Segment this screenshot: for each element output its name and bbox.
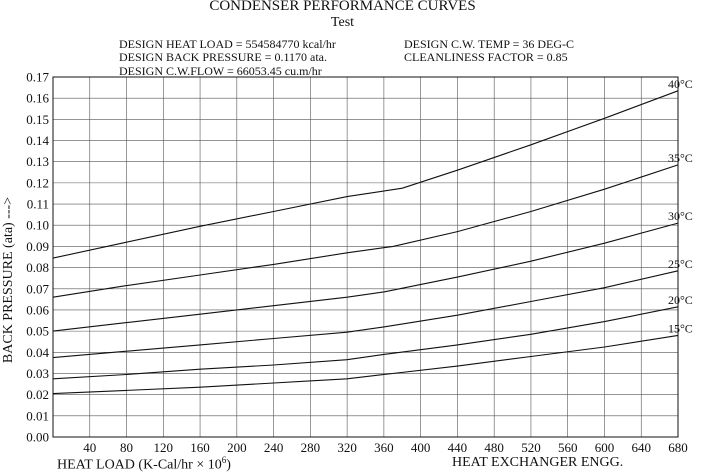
x-axis-label-close: ): [226, 457, 231, 473]
y-tick-label: 0.17: [26, 70, 49, 85]
x-axis-label-main: HEAT LOAD (K-Cal/hr × 10: [57, 457, 222, 473]
x-tick-label: 680: [668, 440, 688, 455]
x-tick-label: 440: [448, 440, 468, 455]
y-tick-label: 0.05: [26, 324, 49, 339]
series-line: [52, 90, 679, 259]
x-tick-label: 160: [190, 440, 210, 455]
axis-ticks: 40 80 120 160 200 240 280 320 360 400 440 480 520 560…: [26, 70, 688, 456]
x-axis-label-exponent: 6: [221, 455, 227, 465]
series-label: 35°C: [668, 151, 693, 165]
design-cw-flow: DESIGN C.W.FLOW = 66053.45 cu.m/hr: [119, 64, 322, 78]
x-tick-label: 600: [595, 440, 615, 455]
y-tick-label: 0.10: [26, 218, 49, 233]
series-label: 15°C: [668, 321, 693, 335]
y-tick-label: 0.00: [26, 430, 49, 445]
y-tick-label: 0.01: [26, 408, 49, 423]
design-back-pressure: DESIGN BACK PRESSURE = 0.1170 ata.: [119, 50, 328, 64]
x-tick-label: 560: [558, 440, 578, 455]
x-axis-label: HEAT LOAD (K-Cal/hr × 106): [57, 455, 231, 474]
y-tick-label: 0.08: [26, 260, 49, 275]
chart-subtitle: Test: [330, 15, 355, 30]
grid-lines: [53, 76, 679, 438]
design-heat-load: DESIGN HEAT LOAD = 554584770 kcal/hr: [119, 37, 336, 51]
series-line: [52, 164, 679, 298]
chart-title: CONDENSER PERFORMANCE CURVES: [209, 0, 476, 14]
y-tick-label: 0.02: [26, 387, 49, 402]
series-line: [52, 270, 679, 359]
y-tick-label: 0.04: [26, 345, 49, 360]
y-tick-label: 0.09: [26, 239, 49, 254]
y-tick-label: 0.03: [26, 366, 49, 381]
series-label: 30°C: [668, 209, 693, 223]
series-label: 20°C: [668, 293, 693, 307]
series-line: [52, 222, 679, 332]
series-lines: 40°C 35°C 30°C 25°C 20°C 15°C: [52, 77, 693, 395]
design-cw-temp: DESIGN C.W. TEMP = 36 DEG-C: [404, 37, 574, 51]
y-tick-label: 0.07: [26, 281, 49, 296]
y-tick-label: 0.14: [26, 133, 49, 148]
plot-frame: [52, 76, 679, 438]
x-tick-label: 240: [264, 440, 284, 455]
x-tick-label: 320: [337, 440, 357, 455]
y-tick-label: 0.13: [26, 154, 49, 169]
x-tick-label: 480: [484, 440, 504, 455]
series-label: 40°C: [668, 77, 693, 91]
series-label: 25°C: [668, 257, 693, 271]
y-tick-label: 0.15: [26, 112, 49, 127]
x-tick-label: 80: [120, 440, 133, 455]
x-tick-label: 400: [411, 440, 431, 455]
y-axis-label: BACK PRESSURE (ata) --->: [1, 196, 16, 364]
y-tick-label: 0.12: [26, 175, 49, 190]
x-tick-label: 40: [83, 440, 96, 455]
cleanliness-factor: CLEANLINESS FACTOR = 0.85: [404, 50, 568, 64]
y-tick-label: 0.16: [26, 91, 49, 106]
footer-credit: HEAT EXCHANGER ENGG.: [452, 455, 624, 470]
x-tick-label: 520: [521, 440, 541, 455]
y-tick-label: 0.06: [26, 302, 49, 317]
series-line: [52, 334, 679, 395]
x-tick-label: 120: [154, 440, 174, 455]
x-tick-label: 640: [631, 440, 651, 455]
y-tick-label: 0.11: [27, 197, 49, 212]
series-line: [52, 306, 679, 380]
x-tick-label: 280: [301, 440, 321, 455]
x-tick-label: 200: [227, 440, 247, 455]
x-tick-label: 360: [374, 440, 394, 455]
